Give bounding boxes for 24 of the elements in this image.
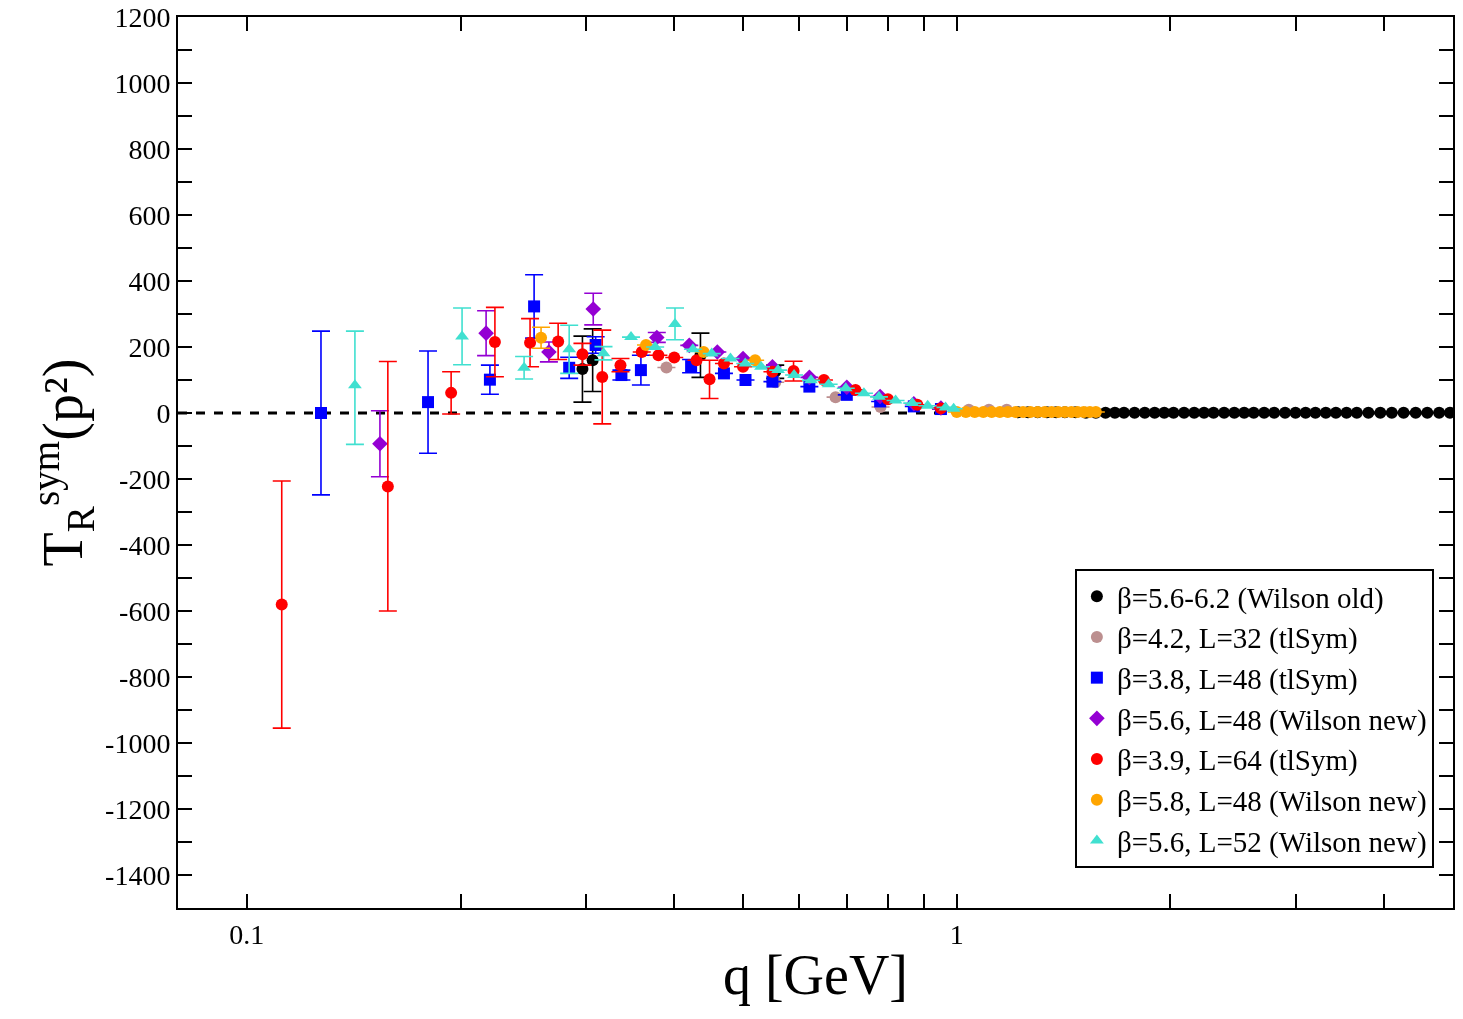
y-tick-label: -1200 bbox=[105, 793, 171, 825]
y-tick-label: -800 bbox=[119, 661, 171, 693]
x-axis-title: q [GeV] bbox=[722, 943, 909, 1006]
x-tick-label: 0.1 bbox=[229, 918, 265, 950]
y-tick-label: 200 bbox=[128, 331, 171, 363]
y-tick-label: 800 bbox=[128, 133, 171, 165]
x-tick-label: 1 bbox=[949, 918, 964, 950]
y-tick-label: -400 bbox=[119, 529, 171, 561]
y-tick-label: -1400 bbox=[105, 859, 171, 891]
legend-label: β=5.6-6.2 (Wilson old) bbox=[1116, 581, 1384, 615]
y-tick-label: 1000 bbox=[114, 67, 171, 99]
legend-label: β=3.8, L=48 (tlSym) bbox=[1116, 662, 1358, 696]
legend-label: β=5.6, L=48 (Wilson new) bbox=[1116, 703, 1427, 737]
legend-label: β=3.9, L=64 (tlSym) bbox=[1116, 744, 1358, 778]
y-tick-label: -600 bbox=[119, 595, 171, 627]
y-tick-label: -1000 bbox=[105, 727, 171, 759]
y-tick-label: 1200 bbox=[114, 1, 171, 33]
legend-label: β=5.8, L=48 (Wilson new) bbox=[1116, 785, 1427, 819]
y-tick-label: 0 bbox=[156, 397, 171, 429]
y-tick-label: -200 bbox=[119, 463, 171, 495]
legend-label: β=5.6, L=52 (Wilson new) bbox=[1116, 825, 1427, 859]
y-tick-label: 600 bbox=[128, 199, 171, 231]
legend-label: β=4.2, L=32 (tlSym) bbox=[1116, 622, 1358, 656]
y-tick-label: 400 bbox=[128, 265, 171, 297]
